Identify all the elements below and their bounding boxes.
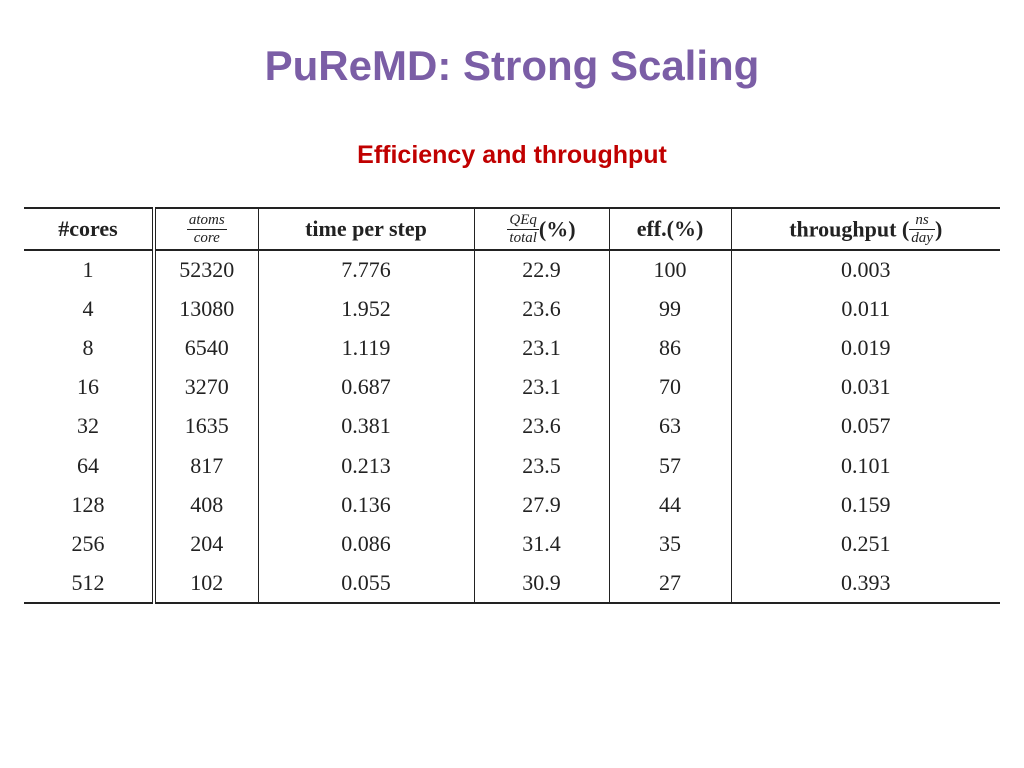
cell-qeq-percent: 27.9 [474,485,610,525]
fraction-numerator: QEq [507,212,539,230]
cell-cores: 32 [24,406,156,446]
fraction-denominator: total [509,229,537,246]
fraction-numerator: atoms [186,211,227,230]
cell-time-per-step: 1.119 [258,328,475,368]
slide-subtitle: Efficiency and throughput [357,141,667,169]
cell-atoms-per-core: 408 [154,485,259,525]
cell-efficiency: 63 [609,406,732,446]
table-row: 64 817 0.213 23.5 57 0.101 [24,445,1000,486]
cell-qeq-percent: 23.5 [474,445,610,486]
cell-atoms-per-core: 3270 [154,367,259,407]
table-row: 1 52320 7.776 22.9 100 0.003 [24,250,1000,290]
cell-cores: 128 [24,485,156,525]
header-cores: #cores [24,207,156,251]
header-throughput-prefix: throughput ( [789,216,910,241]
cell-cores: 64 [24,445,156,486]
cell-atoms-per-core: 817 [154,445,259,486]
cell-cores: 1 [24,250,156,290]
cell-qeq-percent: 23.1 [474,367,610,407]
table-row: 512 102 0.055 30.9 27 0.393 [24,563,1000,604]
cell-cores: 8 [24,328,156,368]
cell-cores: 256 [24,524,156,564]
cell-efficiency: 35 [609,524,732,564]
table-row: 256 204 0.086 31.4 35 0.251 [24,524,1000,564]
table-row: 4 13080 1.952 23.6 99 0.011 [24,289,1000,329]
slide-title: PuReMD: Strong Scaling [264,42,760,89]
cell-efficiency: 27 [609,563,732,604]
cell-time-per-step: 0.213 [258,445,475,486]
cell-time-per-step: 0.381 [258,406,475,446]
header-time-label: time per step [305,216,427,241]
cell-efficiency: 86 [609,328,732,368]
cell-time-per-step: 1.952 [258,289,475,329]
cell-efficiency: 44 [609,485,732,525]
header-cores-label: #cores [58,216,118,241]
cell-efficiency: 100 [609,250,732,290]
scaling-table-container: #cores atoms core time per step QEq tota… [24,207,1000,604]
cell-throughput: 0.057 [841,413,891,439]
cell-atoms-per-core: 102 [154,563,259,604]
cell-throughput: 0.011 [841,295,891,321]
cell-throughput: 0.031 [841,374,891,400]
cell-time-per-step: 0.055 [258,563,475,604]
header-throughput-suffix: ) [934,216,943,241]
header-time-per-step: time per step [258,207,475,251]
cell-cores: 16 [24,367,156,407]
cell-qeq-percent: 23.1 [474,328,610,368]
cell-atoms-per-core: 204 [154,524,259,564]
header-throughput: throughput ( ns day ) [731,207,1000,251]
cell-atoms-per-core: 13080 [154,289,259,329]
header-qeq-percent: QEq total (%) [474,207,610,251]
cell-qeq-percent: 23.6 [474,289,610,329]
fraction-denominator: core [193,229,220,246]
qeq-fraction: QEq total [507,212,539,246]
cell-time-per-step: 0.086 [258,524,475,564]
table-row: 8 6540 1.119 23.1 86 0.019 [24,328,1000,368]
header-efficiency: eff.(%) [609,207,732,251]
cell-efficiency: 99 [609,289,732,329]
cell-cores: 4 [24,289,156,329]
header-qeq-suffix: (%) [538,216,576,241]
cell-atoms-per-core: 52320 [154,250,259,290]
cell-time-per-step: 0.136 [258,485,475,525]
cell-atoms-per-core: 6540 [154,328,259,368]
cell-throughput: 0.019 [841,334,891,360]
cell-throughput: 0.251 [841,530,891,556]
cell-time-per-step: 0.687 [258,367,475,407]
cell-throughput: 0.003 [841,257,891,283]
cell-atoms-per-core: 1635 [154,406,259,446]
cell-efficiency: 57 [609,445,732,486]
header-eff-label: eff.(%) [636,216,704,241]
cell-qeq-percent: 22.9 [474,250,610,290]
cell-qeq-percent: 30.9 [474,563,610,604]
cell-qeq-percent: 31.4 [474,524,610,564]
table-row: 128 408 0.136 27.9 44 0.159 [24,485,1000,525]
scaling-table: #cores atoms core time per step QEq tota… [24,207,1000,604]
fraction-denominator: day [911,229,933,246]
table-row: 16 3270 0.687 23.1 70 0.031 [24,367,1000,407]
table-row: 32 1635 0.381 23.6 63 0.057 [24,406,1000,446]
atoms-per-core-fraction: atoms core [186,211,227,246]
cell-efficiency: 70 [609,367,732,407]
fraction-numerator: ns [909,212,935,230]
header-atoms-per-core: atoms core [154,207,259,251]
cell-time-per-step: 7.776 [258,250,475,290]
cell-cores: 512 [24,563,156,604]
ns-per-day-fraction: ns day [909,212,935,246]
cell-throughput: 0.159 [841,491,891,517]
cell-throughput: 0.393 [731,563,1000,604]
table-header-row: #cores atoms core time per step QEq tota… [24,207,1000,251]
cell-throughput: 0.101 [841,452,891,478]
cell-qeq-percent: 23.6 [474,406,610,446]
